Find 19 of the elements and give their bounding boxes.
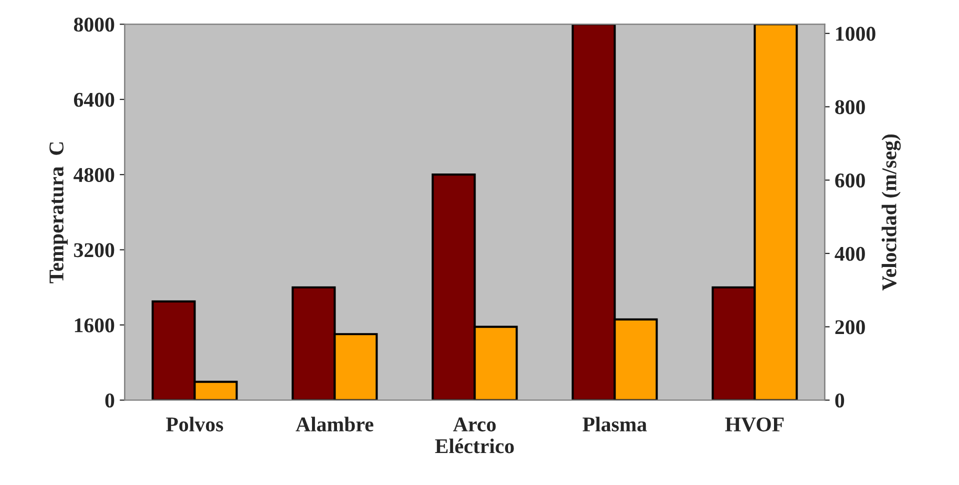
y-tick-label: 0: [105, 394, 114, 408]
y2-tick-label: 200: [835, 320, 865, 334]
x-tick-label: Arco Eléctrico: [435, 417, 514, 454]
y2-tick-label: 400: [834, 246, 865, 261]
y2-tick-label: 800: [835, 100, 865, 114]
y-tick-label: 6400: [74, 92, 114, 107]
y2-tick-label: 600: [835, 173, 865, 188]
x-tick-label: Plasma: [582, 416, 647, 432]
y-tick-label: 4800: [74, 168, 114, 182]
x-tick-label: Polvos: [166, 416, 224, 432]
y2-axis-title: Velocidad (m/seg): [882, 134, 901, 291]
y-tick-label: 3200: [74, 243, 114, 258]
y-axis-title: Temperatura C: [49, 142, 68, 284]
x-tick-label: Alambre: [296, 416, 374, 432]
y-tick-label: 1600: [74, 318, 114, 332]
x-tick-label: HVOF: [725, 417, 784, 432]
y2-tick-label: 1000: [836, 26, 876, 41]
y2-tick-label: 0: [835, 394, 844, 408]
y-tick-label: 8000: [74, 18, 114, 32]
